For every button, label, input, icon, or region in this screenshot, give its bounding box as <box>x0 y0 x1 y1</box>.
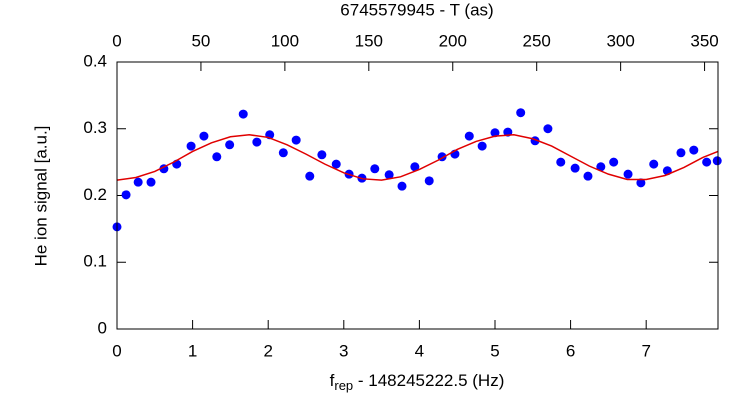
data-point <box>636 178 646 188</box>
top-tick-label: 0 <box>112 31 121 50</box>
x-tick-label: 2 <box>263 341 272 360</box>
data-point <box>199 131 209 141</box>
data-point <box>317 150 327 160</box>
y-axis-title: He ion signal [a.u.] <box>31 126 50 267</box>
data-point <box>278 148 288 158</box>
data-point <box>146 177 156 187</box>
data-point <box>238 109 248 119</box>
data-point <box>676 148 686 158</box>
y-tick-label: 0.1 <box>83 252 107 271</box>
x-tick-label: 7 <box>641 341 650 360</box>
y-tick-label: 0.3 <box>83 118 107 137</box>
plot-frame <box>116 61 719 330</box>
data-point <box>712 156 722 166</box>
data-point <box>186 141 196 151</box>
data-point <box>424 176 434 186</box>
data-point <box>516 108 526 118</box>
y-tick-label: 0 <box>98 318 107 337</box>
data-point <box>596 162 606 172</box>
top-axis-title: 6745579945 - T (as) <box>340 0 493 19</box>
top-tick-label: 150 <box>355 31 383 50</box>
x-axis-title-sub: rep <box>334 378 353 393</box>
data-point <box>543 124 553 134</box>
data-point <box>305 171 315 181</box>
top-tick-label: 200 <box>439 31 467 50</box>
x-tick-label: 0 <box>112 341 121 360</box>
x-tick-label: 5 <box>490 341 499 360</box>
data-point <box>649 159 659 169</box>
top-tick-label: 100 <box>271 31 299 50</box>
data-point <box>291 135 301 145</box>
data-point <box>370 164 380 174</box>
x-tick-label: 6 <box>566 341 575 360</box>
x-tick-label: 4 <box>415 341 424 360</box>
data-point <box>609 157 619 167</box>
data-point <box>623 169 633 179</box>
data-point <box>583 171 593 181</box>
data-point <box>397 181 407 191</box>
data-point <box>384 170 394 180</box>
data-point <box>212 152 222 162</box>
x-tick-label: 1 <box>188 341 197 360</box>
data-point <box>121 190 131 200</box>
fit-line <box>116 134 719 181</box>
data-point <box>556 157 566 167</box>
data-point <box>331 159 341 169</box>
y-tick-label: 0.4 <box>83 51 107 70</box>
data-point <box>702 157 712 167</box>
y-tick-label: 0.2 <box>83 185 107 204</box>
x-axis-title-base: f <box>330 371 335 390</box>
data-point <box>133 177 143 187</box>
top-tick-label: 250 <box>523 31 551 50</box>
top-tick-label: 300 <box>606 31 634 50</box>
top-tick-label: 350 <box>690 31 718 50</box>
data-point <box>570 163 580 173</box>
top-tick-label: 50 <box>191 31 210 50</box>
x-axis-title: frep - 148245222.5 (Hz) <box>330 371 505 393</box>
data-point <box>689 145 699 155</box>
data-point <box>490 128 500 138</box>
data-point <box>410 162 420 172</box>
data-point <box>477 141 487 151</box>
data-point <box>464 131 474 141</box>
x-tick-label: 3 <box>339 341 348 360</box>
data-point <box>252 137 262 147</box>
data-point <box>225 140 235 150</box>
x-axis-title-rest: - 148245222.5 (Hz) <box>353 371 504 390</box>
